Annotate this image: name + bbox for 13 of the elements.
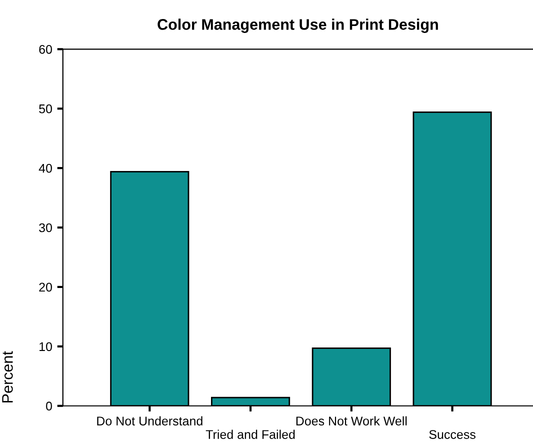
x-tick-label: Do Not Understand bbox=[97, 416, 202, 426]
chart-title: Color Management Use in Print Design bbox=[158, 18, 438, 33]
y-tick-label: 50 bbox=[39, 104, 52, 114]
y-tick-label: 30 bbox=[39, 223, 52, 232]
y-tick-label: 10 bbox=[40, 342, 52, 352]
y-tick-label: 0 bbox=[46, 402, 52, 411]
y-axis-title: Percent bbox=[2, 351, 13, 402]
x-tick-label: Success bbox=[429, 430, 476, 439]
y-tick-label: 20 bbox=[39, 282, 52, 292]
y-tick-label: 40 bbox=[38, 164, 52, 173]
x-tick-label: Does Not Work Well bbox=[296, 416, 407, 426]
y-tick-label: 60 bbox=[39, 44, 52, 54]
x-tick-label: Tried and Failed bbox=[206, 430, 295, 439]
